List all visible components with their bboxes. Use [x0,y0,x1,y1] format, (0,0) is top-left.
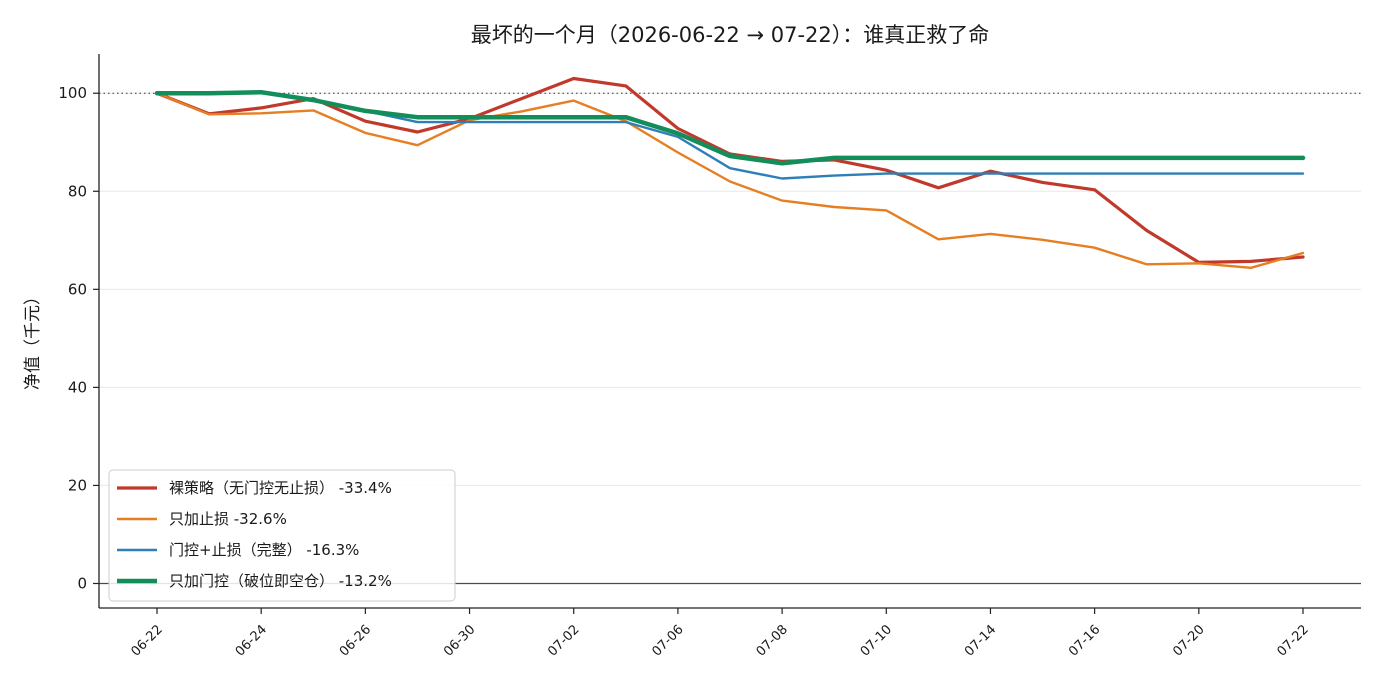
x-tick-label: 06-30 [441,622,478,659]
x-tick-label: 06-26 [337,622,374,659]
x-tick-label: 07-22 [1275,622,1312,659]
x-tick-label: 07-06 [649,622,686,659]
series-line-4 [154,89,1306,166]
x-tick-label: 07-14 [962,622,999,659]
y-tick-label: 80 [68,182,87,200]
y-axis-label: 净值（千元） [23,288,43,390]
x-tick-label: 06-22 [129,622,166,659]
x-tick-label: 07-20 [1170,622,1207,659]
series-line-2 [155,91,1305,269]
legend-box [108,469,456,602]
y-tick-label: 60 [68,280,87,298]
legend: 裸策略（无门控无止损） -33.4% 只加止损 -32.6% 门控+止损（完整） -… [108,469,456,602]
x-tick-label: 07-16 [1066,622,1103,659]
y-tick-label: 20 [68,476,87,494]
x-tick-label: 07-08 [754,622,791,659]
x-tick-label: 07-10 [858,622,895,659]
y-tick-label: 100 [58,84,87,102]
legend-label: 只加止损 -32.6% [169,510,287,528]
chart-title: 最坏的一个月（2026-06-22 → 07-22）：谁真正救了命 [471,23,990,47]
series-line-1 [155,76,1305,264]
y-tick-label: 0 [77,574,87,592]
legend-label: 只加门控（破位即空仓） -13.2% [169,572,392,590]
series-layer [154,76,1306,269]
legend-label: 门控+止损（完整） -16.3% [169,541,359,559]
x-tick-label: 07-02 [545,622,582,659]
legend-label: 裸策略（无门控无止损） -33.4% [169,479,392,497]
x-tick-label: 06-24 [233,622,270,659]
y-tick-label: 40 [68,378,87,396]
